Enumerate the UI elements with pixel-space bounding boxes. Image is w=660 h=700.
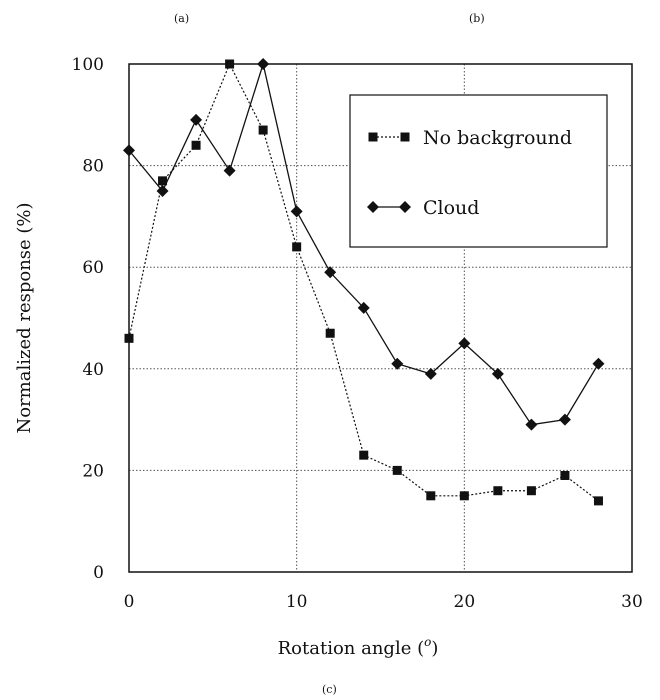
data-point bbox=[525, 418, 538, 431]
data-point bbox=[123, 144, 135, 157]
data-point bbox=[491, 367, 504, 380]
y-tick-label: 20 bbox=[82, 461, 104, 481]
data-point bbox=[426, 491, 436, 501]
data-point bbox=[223, 164, 236, 177]
y-tick-label: 0 bbox=[93, 563, 104, 583]
x-tick-label: 0 bbox=[124, 592, 135, 612]
x-axis-title: Rotation angle (o) bbox=[278, 635, 439, 659]
data-point bbox=[156, 185, 169, 197]
data-point bbox=[357, 301, 370, 314]
data-point bbox=[257, 58, 270, 70]
x-tick-label: 30 bbox=[621, 592, 643, 612]
y-tick-label: 60 bbox=[82, 258, 104, 278]
data-point bbox=[593, 496, 603, 506]
data-point bbox=[526, 486, 536, 496]
data-point bbox=[290, 205, 303, 218]
panel-label-c: (c) bbox=[322, 683, 337, 696]
data-point bbox=[158, 176, 168, 186]
legend-marker bbox=[367, 201, 379, 213]
data-point bbox=[558, 413, 571, 426]
data-point bbox=[493, 486, 503, 496]
data-point bbox=[560, 470, 570, 480]
data-point bbox=[424, 367, 437, 380]
series-layer bbox=[123, 58, 605, 506]
series-cloud bbox=[123, 58, 605, 431]
legend-label: Cloud bbox=[423, 197, 479, 219]
x-tick-label: 20 bbox=[454, 592, 476, 612]
y-tick-label: 100 bbox=[72, 55, 104, 75]
y-tick-label: 40 bbox=[82, 360, 104, 380]
data-point bbox=[258, 125, 268, 135]
data-point bbox=[392, 465, 402, 475]
panel-label-b: (b) bbox=[469, 12, 485, 25]
data-point bbox=[325, 328, 335, 338]
legend-label: No background bbox=[423, 127, 572, 149]
legend: No background Cloud bbox=[349, 94, 608, 248]
x-tick-label: 10 bbox=[286, 592, 308, 612]
data-point bbox=[225, 59, 235, 69]
legend-box bbox=[349, 94, 608, 248]
data-point bbox=[459, 491, 469, 501]
plot-frame bbox=[128, 63, 633, 573]
legend-marker bbox=[368, 132, 378, 142]
data-point bbox=[391, 357, 404, 370]
data-point bbox=[190, 113, 203, 126]
panel-label-a: (a) bbox=[174, 12, 190, 25]
y-tick-label: 80 bbox=[82, 157, 104, 177]
data-point bbox=[292, 242, 302, 252]
legend-marker bbox=[399, 201, 411, 213]
legend-marker bbox=[400, 132, 410, 142]
tick-labels: 0 20 40 60 80 100 0 10 20 30 bbox=[72, 55, 643, 612]
data-point bbox=[458, 337, 471, 350]
data-point bbox=[324, 266, 337, 279]
data-point bbox=[359, 450, 369, 460]
data-point bbox=[124, 333, 134, 343]
series-no-background bbox=[124, 59, 603, 506]
y-axis-title: Normalized response (%) bbox=[14, 202, 35, 433]
data-point bbox=[191, 140, 201, 150]
data-point bbox=[592, 357, 605, 370]
